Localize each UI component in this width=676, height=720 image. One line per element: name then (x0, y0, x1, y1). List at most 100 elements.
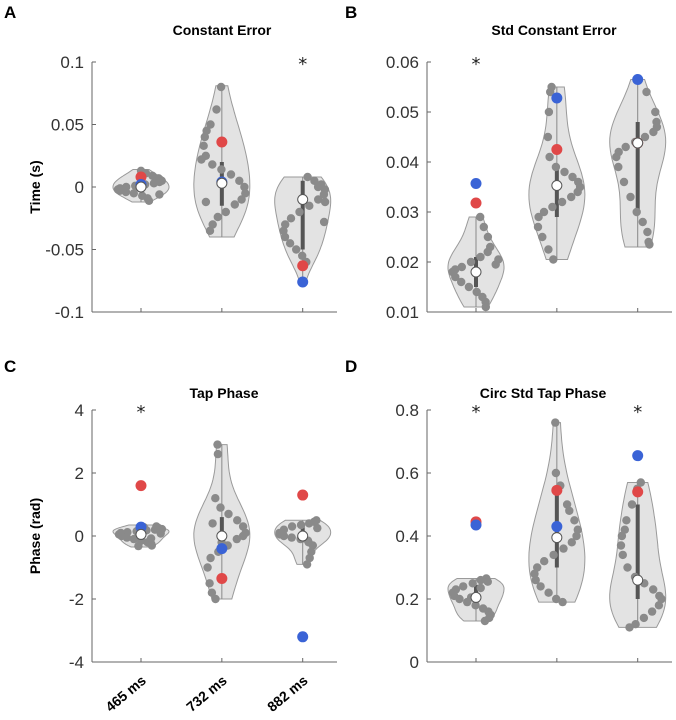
y-tick-label: 0.01 (386, 303, 419, 322)
y-tick-label: 0.03 (386, 203, 419, 222)
data-point (279, 531, 289, 541)
data-point (121, 187, 131, 197)
data-point (612, 152, 621, 162)
data-point (238, 522, 248, 531)
data-point (657, 594, 666, 604)
data-point (476, 575, 485, 585)
red-marker (135, 480, 147, 492)
data-point (233, 516, 242, 525)
data-point (479, 222, 488, 232)
data-point (241, 189, 250, 198)
data-point (531, 575, 540, 585)
blue-marker (297, 276, 309, 288)
data-point (303, 172, 312, 182)
data-point (305, 201, 314, 210)
data-point (625, 623, 634, 632)
blue-marker (470, 519, 482, 531)
y-tick-label: -4 (69, 653, 84, 672)
data-point (147, 541, 156, 550)
data-point (217, 165, 226, 174)
data-point (551, 162, 561, 172)
data-point (206, 120, 215, 129)
violin-group (609, 74, 667, 312)
data-point (238, 531, 248, 541)
data-point (226, 170, 236, 179)
red-marker (470, 197, 482, 209)
data-point (621, 142, 630, 152)
data-point (455, 594, 464, 604)
y-tick-label: 4 (75, 401, 84, 420)
median-marker (632, 574, 644, 586)
data-point (203, 563, 212, 572)
data-point (237, 195, 246, 204)
data-point (208, 160, 217, 169)
data-point (614, 162, 623, 172)
data-point (122, 533, 132, 542)
data-point (620, 525, 629, 534)
data-point (638, 217, 647, 227)
data-point (287, 522, 297, 531)
data-point (549, 255, 558, 264)
data-point (540, 557, 549, 566)
data-point (319, 217, 329, 227)
data-point (483, 247, 492, 257)
median-marker (551, 532, 563, 544)
data-point (304, 519, 314, 528)
data-point (319, 190, 329, 199)
significance-star: * (472, 402, 481, 423)
violin-group: * (447, 402, 505, 662)
data-point (654, 601, 664, 610)
median-marker (216, 177, 228, 189)
data-point (533, 222, 543, 232)
data-point (539, 207, 549, 217)
y-tick-label: 0 (410, 653, 419, 672)
data-point (211, 594, 220, 604)
data-point (197, 155, 206, 164)
blue-marker (216, 543, 228, 555)
median-marker (470, 591, 482, 603)
panel-letter: A (4, 3, 16, 22)
significance-star: * (137, 402, 146, 423)
data-point (314, 195, 323, 204)
violin-group: * (447, 54, 505, 312)
y-tick-label: 0.06 (386, 53, 419, 72)
significance-star: * (633, 402, 642, 423)
data-point (211, 494, 220, 503)
data-point (206, 553, 215, 563)
data-point (457, 277, 466, 287)
blue-marker (470, 178, 482, 189)
data-point (643, 227, 652, 237)
violin-group: 882 ms (264, 489, 332, 715)
blue-marker (632, 450, 644, 462)
data-point (546, 87, 555, 97)
data-point (224, 509, 233, 519)
median-marker (551, 180, 563, 191)
y-tick-label: 0 (75, 527, 84, 546)
median-marker (470, 266, 482, 278)
data-point (296, 520, 306, 530)
data-point (216, 503, 225, 512)
red-marker (216, 136, 228, 148)
panel-letter: C (4, 357, 16, 376)
data-point (200, 132, 209, 142)
data-point (616, 541, 626, 550)
median-marker (297, 530, 309, 542)
blue-marker (297, 631, 309, 643)
y-tick-label: 0.02 (386, 253, 419, 272)
data-point (199, 141, 208, 150)
data-point (129, 534, 139, 544)
data-point (647, 607, 657, 616)
data-point (483, 232, 493, 242)
y-axis-label: Time (s) (27, 160, 43, 213)
data-point (155, 190, 164, 199)
data-point (636, 478, 645, 487)
data-point (567, 192, 576, 202)
data-point (623, 563, 632, 572)
data-point (205, 579, 214, 588)
data-point (472, 287, 481, 297)
data-point (549, 550, 558, 560)
data-point (313, 182, 323, 192)
panel-letter: B (345, 3, 357, 22)
red-marker (297, 489, 309, 501)
data-point (538, 232, 547, 242)
